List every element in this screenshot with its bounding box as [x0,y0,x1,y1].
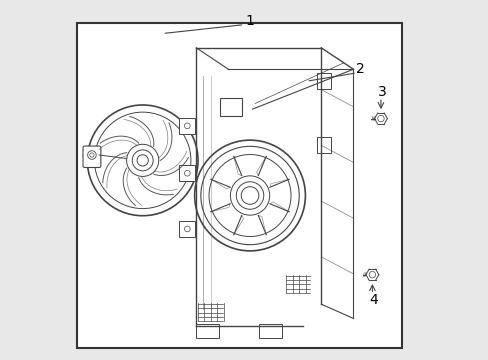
Text: 4: 4 [369,293,378,307]
FancyBboxPatch shape [220,98,242,116]
FancyBboxPatch shape [316,138,330,153]
FancyBboxPatch shape [179,118,195,134]
FancyBboxPatch shape [259,324,281,338]
Text: 3: 3 [378,85,386,99]
FancyBboxPatch shape [179,165,195,181]
FancyBboxPatch shape [77,23,401,348]
FancyBboxPatch shape [196,324,219,338]
FancyBboxPatch shape [83,146,101,167]
FancyBboxPatch shape [179,221,195,237]
FancyBboxPatch shape [316,73,330,89]
Text: 1: 1 [245,14,254,28]
Text: 2: 2 [355,62,364,76]
